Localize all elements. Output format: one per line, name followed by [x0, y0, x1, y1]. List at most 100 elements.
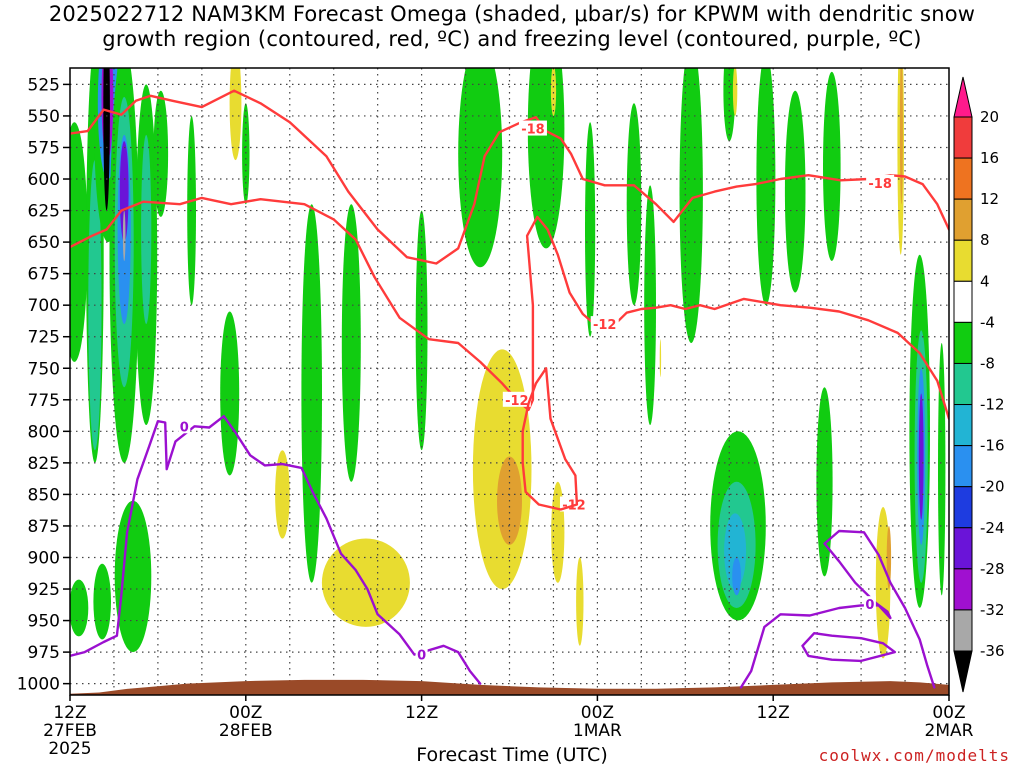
chart-title: 2025022712 NAM3KM Forecast Omega (shaded…: [48, 2, 976, 51]
y-tick-label-850: 850: [28, 485, 60, 505]
pressure-gridlines: [70, 83, 949, 685]
colorbar-bin-12: [953, 568, 973, 611]
omega-cell-29: [679, 68, 703, 343]
contour-label-4-0: 0: [865, 598, 874, 613]
y-tick-label-900: 900: [28, 548, 60, 568]
colorbar-bin-10: [953, 486, 973, 529]
contour-label-0-1: -18: [868, 177, 892, 192]
omega-cell-23: [415, 210, 428, 451]
terrain-surface: [70, 679, 949, 695]
source-credit: coolwx.com/modelts: [818, 746, 1010, 765]
omega-cell-21: [301, 204, 323, 583]
omega-cell-44: [321, 538, 410, 627]
omega-cell-6: [103, 68, 110, 211]
omega-cell-53: [899, 68, 903, 205]
omega-cell-10: [119, 141, 129, 243]
omega-colorbar: 20 16 12 8 4 -4 -8 -12 -16 -20 -24 -28 -32 -36: [953, 76, 1005, 693]
y-tick-label-825: 825: [28, 454, 60, 474]
contour-label-bg-1-1: [590, 316, 619, 332]
colorbar-bin-3: [953, 198, 973, 241]
contour-label-bg-0-0: [518, 120, 547, 136]
x-tick-label-12-0: 00Z: [229, 703, 262, 723]
colorbar-label-9: -20: [980, 478, 1005, 496]
colorbar-label-4: 4: [980, 272, 990, 290]
pressure-axis: 525 550 575 600 625 650 675 700 725 750 775 800 825 8…: [17, 75, 70, 695]
y-tick-label-800: 800: [28, 422, 60, 442]
colorbar-label-8: -16: [980, 437, 1005, 455]
y-tick-label-975: 975: [28, 643, 60, 663]
omega-cell-31: [756, 68, 776, 306]
colorbar-bottom-arrow: [953, 650, 973, 693]
omega-cell-18: [220, 311, 240, 476]
omega-cell-13: [141, 134, 152, 325]
freezing-contour-3: [70, 415, 482, 685]
x-tick-label-36-0: 00Z: [581, 703, 614, 723]
omega-cell-54: [229, 68, 242, 161]
omega-cell-20: [242, 103, 250, 205]
x-tick-label-12-1: 28FEB: [219, 721, 273, 741]
x-tick-label-24-0: 12Z: [405, 703, 438, 723]
colorbar-label-7: -12: [980, 396, 1005, 414]
colorbar-bin-9: [953, 445, 973, 488]
y-tick-label-650: 650: [28, 233, 60, 253]
plot-frame: [69, 67, 950, 696]
colorbar-label-11: -28: [980, 560, 1005, 578]
colorbar-bin-7: [953, 362, 973, 406]
y-tick-label-950: 950: [28, 612, 60, 632]
colorbar-bin-13: [953, 609, 973, 652]
omega-cell-32: [784, 90, 806, 293]
y-tick-label-550: 550: [28, 107, 60, 127]
omega-cell-55: [550, 68, 557, 116]
omega-cell-49: [576, 557, 584, 646]
colorbar-bin-6: [953, 321, 973, 364]
contour-label-bg-0-1: [866, 174, 895, 190]
omega-cell-14: [153, 90, 169, 217]
omega-cell-57: [659, 339, 662, 378]
colorbar-bin-1: [953, 116, 973, 159]
y-tick-label-775: 775: [28, 391, 60, 411]
x-tick-label-60-1: 2MAR: [925, 721, 974, 741]
omega-cell-26: [585, 122, 596, 337]
omega-cell-17: [93, 563, 111, 640]
contour-label-bg-1-0: [502, 391, 531, 407]
colorbar-label-5: -4: [980, 313, 995, 331]
contour-label-bg-4-0: [863, 596, 876, 612]
colorbar-label-2: 12: [980, 190, 999, 208]
x-tick-label-60-0: 00Z: [932, 703, 965, 723]
y-tick-label-925: 925: [28, 580, 60, 600]
y-tick-label-525: 525: [28, 75, 60, 95]
omega-cell-45: [275, 450, 290, 539]
contour-label-3-1: 0: [417, 649, 426, 664]
terrain-fill: [70, 679, 949, 695]
omega-cell-42: [918, 393, 924, 520]
y-tick-label-600: 600: [28, 170, 60, 190]
y-tick-label-1000: 1000: [17, 675, 60, 695]
x-axis-label: Forecast Time (UTC): [416, 744, 608, 766]
x-tick-label-36-1: 1MAR: [573, 721, 622, 741]
omega-cell-19: [187, 116, 197, 306]
dgz-contour-0: [70, 89, 949, 265]
contour-label-1-1: -12: [593, 318, 617, 333]
y-tick-label-750: 750: [28, 359, 60, 379]
dgz-contour-1: [70, 196, 949, 420]
contour-label-0-0: -18: [521, 123, 545, 138]
contour-label-3-0: 0: [180, 420, 189, 435]
omega-cell-33: [823, 71, 841, 262]
colorbar-label-0: 20: [980, 108, 999, 126]
omega-cell-25: [527, 68, 565, 249]
colorbar-label-13: -36: [980, 642, 1005, 660]
omega-cell-16: [70, 579, 89, 637]
colorbar-bin-2: [953, 157, 973, 200]
colorbar-top-arrow: [953, 76, 973, 118]
omega-cell-38: [816, 387, 833, 577]
contour-label-1-0: -12: [505, 394, 529, 409]
colorbar-label-3: 8: [980, 231, 990, 249]
colorbar-bin-5: [953, 280, 973, 323]
colorbar-label-10: -24: [980, 519, 1005, 537]
freezing-contour-5: [801, 632, 896, 663]
contour-label-bg-3-1: [415, 646, 428, 662]
colorbar-bin-11: [953, 527, 973, 570]
